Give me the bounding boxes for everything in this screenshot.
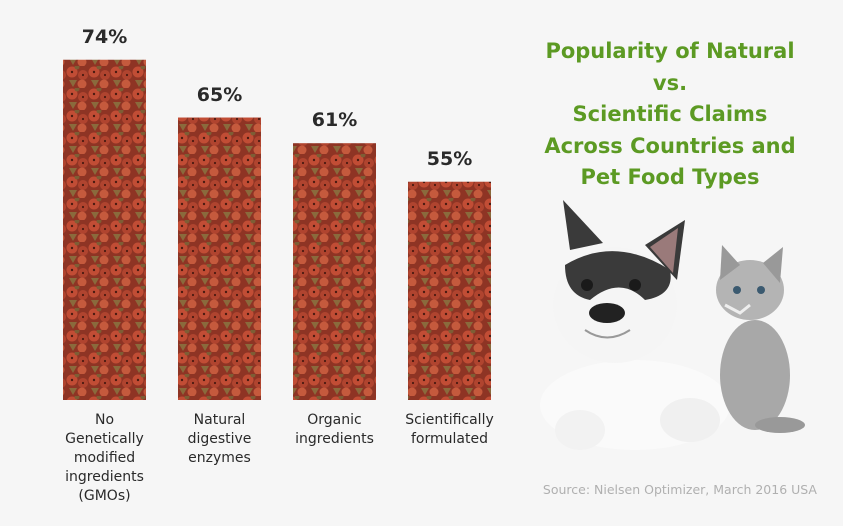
category-label-line: Genetically [65,431,144,447]
category-label: No Genetically modified ingredients (GMOs) [40,411,170,506]
value-label: 65% [196,83,243,106]
title-line: Pet Food Types [580,165,760,189]
category-label-line: formulated [411,431,488,447]
category-label-line: ingredients [65,469,144,485]
category-label-line: enzymes [188,450,251,466]
value-label: 61% [311,109,358,132]
category-label-line: digestive [187,431,252,447]
category-label-line: Scientifically [405,412,494,428]
value-label: 55% [426,147,473,170]
title-line: Across Countries and [544,133,796,158]
value-label: 74% [81,25,128,48]
chart-title: Popularity of Natural vs. Scientific Cla… [520,36,820,194]
category-label: Scientifically formulated [385,411,515,449]
title-line: Scientific Claims [572,102,768,126]
bar [293,143,376,400]
source-note: Source: Nielsen Optimizer, March 2016 US… [542,482,817,497]
bar [178,117,261,401]
category-label-line: ingredients [295,431,374,447]
dog-and-cat-illustration [540,200,805,450]
bar [408,181,491,400]
title-line: vs. [652,70,688,95]
category-label-line: Organic [307,412,362,428]
title-line: Popularity of Natural [545,39,795,63]
category-label-line: No [94,412,115,428]
bar [63,59,146,401]
category-label-line: (GMOs) [78,488,131,504]
category-label-line: modified [73,450,136,466]
category-label: Organic ingredients [270,411,400,449]
category-label-line: Natural [193,412,246,428]
category-label: Natural digestive enzymes [155,411,285,468]
